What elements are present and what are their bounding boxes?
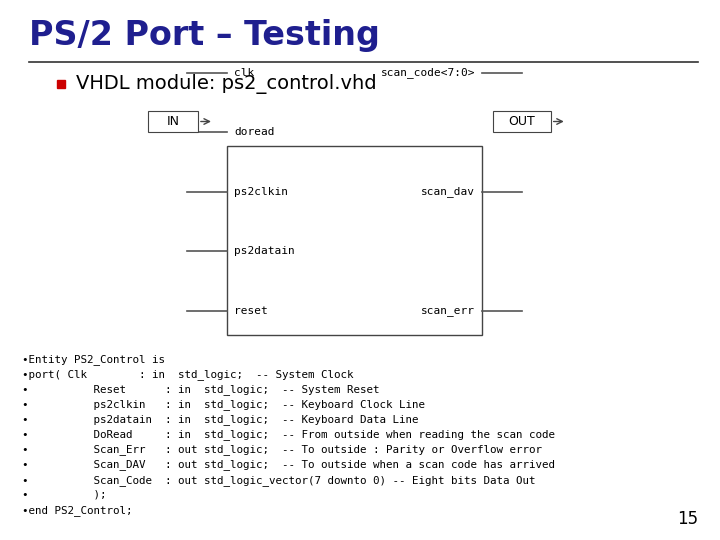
Text: •          Scan_DAV   : out std_logic;  -- To outside when a scan code has arriv: • Scan_DAV : out std_logic; -- To outsid…	[22, 460, 554, 470]
Text: •          );: • );	[22, 490, 106, 500]
Bar	[227, 146, 482, 335]
Text: 15: 15	[678, 510, 698, 528]
Text: ps2datain: ps2datain	[234, 246, 294, 256]
Text: ps2clkin: ps2clkin	[234, 187, 288, 197]
Text: clk: clk	[234, 68, 254, 78]
Text: scan_code<7:0>: scan_code<7:0>	[381, 68, 475, 78]
Text: OUT: OUT	[508, 115, 536, 128]
Text: •          Scan_Err   : out std_logic;  -- To outside : Parity or Overflow error: • Scan_Err : out std_logic; -- To outsid…	[22, 444, 541, 455]
Text: PS/2 Port – Testing: PS/2 Port – Testing	[29, 19, 379, 52]
Text: •port( Clk        : in  std_logic;  -- System Clock: •port( Clk : in std_logic; -- System Clo…	[22, 369, 353, 380]
Bar	[493, 111, 551, 132]
Text: VHDL module: ps2_control.vhd: VHDL module: ps2_control.vhd	[76, 73, 377, 94]
Text: scan_err: scan_err	[421, 306, 475, 315]
Text: •end PS2_Control;: •end PS2_Control;	[22, 505, 132, 516]
Text: •Entity PS2_Control is: •Entity PS2_Control is	[22, 354, 165, 364]
Text: reset: reset	[234, 306, 268, 315]
Bar	[148, 111, 198, 132]
Text: •          DoRead     : in  std_logic;  -- From outside when reading the scan co: • DoRead : in std_logic; -- From outside…	[22, 429, 554, 440]
Text: •          ps2clkin   : in  std_logic;  -- Keyboard Clock Line: • ps2clkin : in std_logic; -- Keyboard C…	[22, 399, 425, 410]
Text: •          ps2datain  : in  std_logic;  -- Keyboard Data Line: • ps2datain : in std_logic; -- Keyboard …	[22, 414, 418, 425]
Text: scan_dav: scan_dav	[421, 186, 475, 197]
Text: •          Reset      : in  std_logic;  -- System Reset: • Reset : in std_logic; -- System Reset	[22, 384, 379, 395]
Text: IN: IN	[166, 115, 179, 128]
Text: •          Scan_Code  : out std_logic_vector(7 downto 0) -- Eight bits Data Out: • Scan_Code : out std_logic_vector(7 dow…	[22, 475, 535, 485]
Text: doread: doread	[234, 127, 274, 137]
